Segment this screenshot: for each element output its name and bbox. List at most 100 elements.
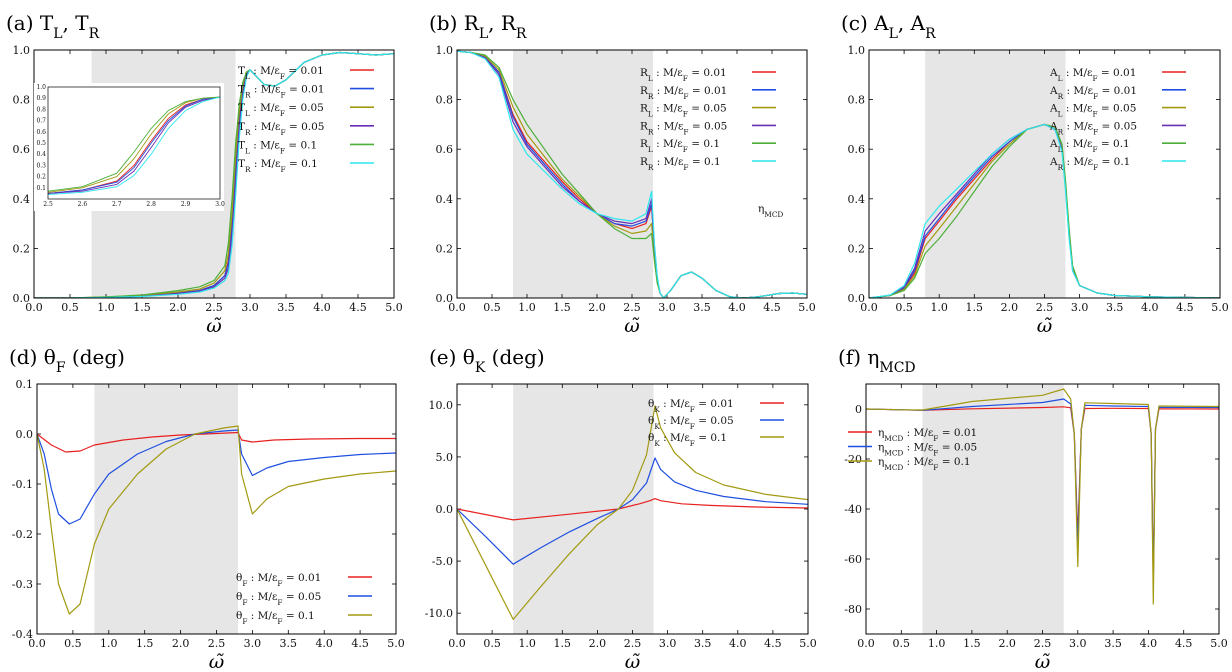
- y-tick-label: -10.0: [425, 607, 453, 620]
- legend-label: θK : M/εF = 0.1: [648, 432, 727, 448]
- y-tick-label: 1.0: [436, 44, 454, 57]
- x-tick-label: 1.0: [100, 637, 118, 650]
- x-tick-label: 2.0: [1001, 301, 1019, 314]
- x-tick-label: 3.5: [1106, 301, 1124, 314]
- series-line-cyan: [457, 50, 807, 298]
- x-axis-label: ω̃: [209, 651, 225, 672]
- series-line-red: [457, 498, 808, 521]
- y-tick-label: 0.6: [436, 143, 454, 156]
- y-tick-label: -20: [844, 453, 862, 466]
- legend-label: RL : M/εF = 0.01: [640, 67, 727, 83]
- y-tick-label: 1.0: [848, 44, 866, 57]
- x-tick-label: 3.5: [1104, 637, 1122, 650]
- inset-y-tick-label: 1.0: [36, 84, 46, 91]
- plot-frame: [868, 49, 1221, 299]
- x-tick-label: 3.0: [244, 637, 262, 650]
- legend: RL : M/εF = 0.01 RR : M/εF = 0.01 RL : M/ε…: [640, 67, 776, 172]
- legend-label: TR : M/εF = 0.05: [238, 121, 324, 137]
- x-tick-label: 3.0: [659, 637, 677, 650]
- legend: θF : M/εF = 0.01 θF : M/εF = 0.05 θF : M/ε…: [236, 572, 372, 626]
- shaded-region: [925, 50, 1066, 298]
- series-line-cyan: [34, 51, 394, 298]
- inset-frame: [47, 86, 221, 200]
- x-tick-label: 2.5: [623, 301, 641, 314]
- x-tick-label: 1.0: [928, 637, 946, 650]
- x-tick-label: 5.0: [799, 637, 817, 650]
- x-tick-label: 1.5: [554, 637, 572, 650]
- series-line-blue: [37, 429, 396, 525]
- x-tick-label: 0.5: [61, 301, 79, 314]
- x-tick-label: 0.0: [857, 637, 875, 650]
- inset-series-cyan: [47, 96, 221, 195]
- x-axis-label: ω̃: [1037, 315, 1053, 337]
- inset-y-tick-label: 0.2: [36, 174, 46, 181]
- x-axis-label: ω̃: [625, 651, 641, 672]
- legend-label: θK : M/εF = 0.05: [648, 415, 734, 431]
- plot-frame: [36, 383, 397, 635]
- legend-label: RR : M/εF = 0.01: [640, 85, 727, 101]
- x-tick-label: 3.5: [277, 301, 295, 314]
- y-tick-label: -0.4: [12, 628, 33, 641]
- plot-frame: [865, 383, 1220, 635]
- x-tick-label: 1.5: [133, 301, 151, 314]
- x-tick-label: 2.0: [588, 301, 606, 314]
- inset-x-tick-label: 2.7: [112, 201, 122, 208]
- inset-y-tick-label: 0.5: [36, 140, 46, 147]
- x-tick-label: 4.5: [1176, 301, 1194, 314]
- x-tick-label: 5.0: [387, 637, 405, 650]
- legend-label: ηMCD : M/εF = 0.05: [878, 442, 977, 458]
- y-tick-label: -80: [844, 603, 862, 616]
- x-tick-label: 0.5: [64, 637, 82, 650]
- legend-label: ηMCD : M/εF = 0.1: [878, 456, 971, 472]
- x-tick-label: 1.5: [966, 301, 984, 314]
- x-tick-label: 1.0: [518, 637, 536, 650]
- x-tick-label: 1.0: [930, 301, 948, 314]
- x-tick-label: 3.5: [280, 637, 298, 650]
- inset-x-tick-label: 2.6: [78, 201, 88, 208]
- x-tick-label: 2.5: [624, 637, 642, 650]
- y-tick-label: 0.8: [436, 94, 454, 107]
- x-tick-label: 2.0: [169, 301, 187, 314]
- x-tick-label: 0.0: [860, 301, 878, 314]
- x-tick-label: 5.0: [385, 301, 403, 314]
- x-tick-label: 0.0: [28, 637, 46, 650]
- x-tick-label: 5.0: [798, 301, 816, 314]
- legend-label: RR : M/εF = 0.05: [640, 120, 727, 136]
- x-tick-label: 0.5: [895, 301, 913, 314]
- y-tick-label: 0.2: [13, 242, 31, 255]
- x-tick-label: 0.5: [893, 637, 911, 650]
- x-axis-label: ω̃: [624, 315, 640, 337]
- panel-title: (c) AL, AR: [841, 11, 936, 42]
- series-line-red: [37, 431, 396, 453]
- inset-y-tick-label: 0.8: [36, 106, 46, 113]
- inset-y-tick-label: 0.6: [36, 129, 46, 136]
- legend-label: RR : M/εF = 0.1: [640, 156, 721, 172]
- series-line-cyan: [869, 123, 1220, 298]
- shaded-region: [513, 384, 654, 634]
- panel-title: (a) TL, TR: [6, 11, 100, 42]
- legend-label: TL : M/εF = 0.05: [238, 102, 324, 118]
- x-tick-label: 3.0: [1071, 301, 1089, 314]
- panel-title: (b) RL, RR: [429, 11, 527, 42]
- x-tick-label: 1.0: [518, 301, 536, 314]
- y-tick-label: 1.0: [13, 44, 31, 57]
- x-tick-label: 1.5: [553, 301, 571, 314]
- y-tick-label: -0.3: [12, 578, 33, 591]
- shaded-region: [922, 384, 1064, 634]
- panel-e: (e) θK (deg) 0.0 0.5 1.0 1.5 2.0 2.5 3.0 3.5 4.0 4…: [425, 345, 817, 672]
- annotation-text: ηMCD: [758, 203, 783, 219]
- y-tick-label: 0.8: [13, 94, 31, 107]
- x-tick-label: 3.0: [658, 301, 676, 314]
- shaded-region: [94, 384, 239, 634]
- x-tick-label: 5.0: [1211, 301, 1229, 314]
- x-tick-label: 2.5: [1034, 637, 1052, 650]
- y-tick-label: 0.2: [436, 242, 454, 255]
- y-tick-label: 10.0: [429, 399, 454, 412]
- shaded-region: [513, 50, 653, 298]
- y-tick-label: 0.0: [436, 292, 454, 305]
- legend-label: AR : M/εF = 0.01: [1049, 85, 1137, 101]
- x-tick-label: 4.0: [315, 637, 333, 650]
- x-tick-label: 5.0: [1210, 637, 1228, 650]
- y-tick-label: 0.0: [16, 428, 34, 441]
- legend: AL : M/εF = 0.01 AR : M/εF = 0.01 AL : M/ε…: [1049, 67, 1186, 172]
